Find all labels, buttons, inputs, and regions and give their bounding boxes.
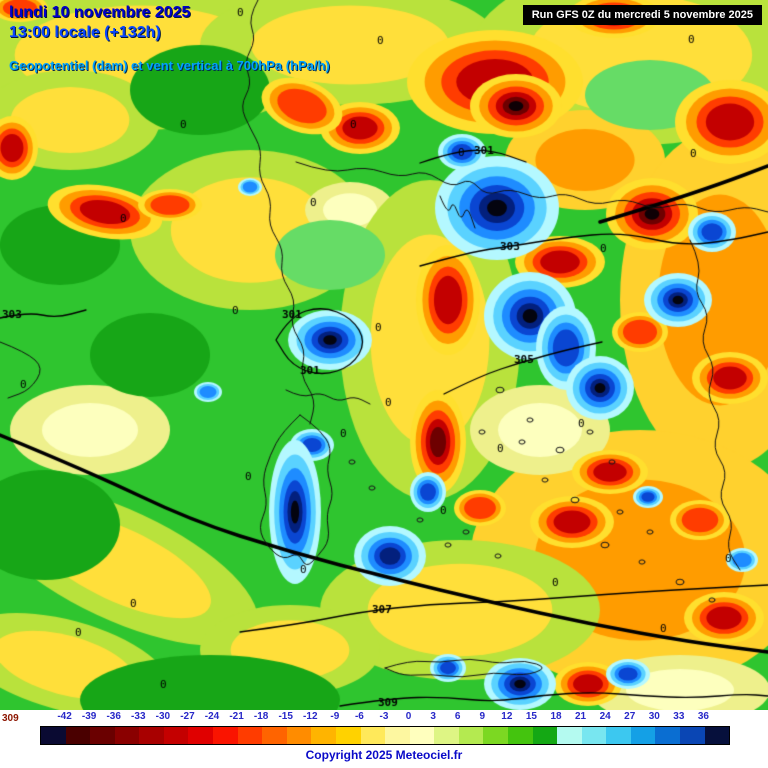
colorbar-segment (557, 727, 582, 744)
colorbar-tick: -39 (81, 711, 97, 722)
run-info-label: Run GFS 0Z du mercredi 5 novembre 2025 (522, 5, 762, 25)
colorbar-ticks: -42 -39 -36 -33 -30 -27 -24 -21 -18 -15 -12 -9 -6 -3 0… (0, 711, 768, 724)
colorbar-segment (213, 727, 238, 744)
colorbar-segment (65, 727, 91, 744)
colorbar-tick: -27 (180, 711, 195, 722)
colorbar-tick: -24 (204, 711, 220, 722)
colorbar-tick: -36 (106, 711, 121, 722)
colorbar-segment (139, 727, 164, 744)
colorbar-segment (90, 727, 115, 744)
contour-edge-label: 309 (2, 713, 19, 724)
colorbar-segment (262, 727, 287, 744)
colorbar-segment (286, 727, 312, 744)
colorbar-tick: -18 (253, 711, 269, 722)
colorbar-tick: -42 (57, 711, 72, 722)
colorbar-tick: -15 (278, 711, 293, 722)
colorbar-segment (532, 727, 558, 744)
colorbar (40, 726, 730, 745)
colorbar-tick: 9 (479, 711, 486, 722)
colorbar-tick: -9 (330, 711, 340, 722)
colorbar-segment (237, 727, 263, 744)
colorbar-segment (41, 727, 66, 744)
colorbar-segment (409, 727, 435, 744)
colorbar-strip: 309 -42 -39 -36 -33 -30 -27 -24 -21 -18 -15 -12 -9-… (0, 710, 768, 768)
colorbar-tick: 33 (673, 711, 685, 722)
colorbar-tick: 3 (430, 711, 436, 722)
colorbar-tick: -30 (155, 711, 171, 722)
colorbar-tick: 21 (575, 711, 587, 722)
colorbar-tick: 30 (648, 711, 660, 722)
colorbar-tick: -21 (229, 711, 244, 722)
colorbar-segment (114, 727, 140, 744)
colorbar-tick: 6 (454, 711, 461, 722)
colorbar-tick: 12 (501, 711, 513, 722)
colorbar-tick: -12 (303, 711, 318, 722)
colorbar-segment (483, 727, 508, 744)
colorbar-segment (507, 727, 533, 744)
colorbar-tick: 36 (697, 711, 709, 722)
colorbar-tick: 24 (599, 711, 611, 722)
colorbar-segment (630, 727, 656, 744)
copyright-label: Copyright 2025 Meteociel.fr (305, 748, 463, 762)
colorbar-segment (704, 727, 730, 744)
colorbar-segment (458, 727, 484, 744)
colorbar-tick: 15 (525, 711, 537, 722)
colorbar-tick: -33 (131, 711, 146, 722)
colorbar-segment (360, 727, 386, 744)
colorbar-segment (655, 727, 681, 744)
colorbar-segment (680, 727, 705, 744)
colorbar-tick: -6 (354, 711, 364, 722)
colorbar-segment (311, 727, 336, 744)
colorbar-tick: -3 (379, 711, 389, 722)
colorbar-tick: 27 (624, 711, 636, 722)
colorbar-segment (335, 727, 361, 744)
colorbar-segment (434, 727, 459, 744)
colorbar-tick: 18 (550, 711, 562, 722)
colorbar-segment (606, 727, 631, 744)
weather-map[interactable] (0, 0, 768, 710)
colorbar-segment (188, 727, 214, 744)
colorbar-tick: 0 (405, 711, 412, 722)
colorbar-segment (163, 727, 189, 744)
colorbar-segment (385, 727, 410, 744)
colorbar-segment (581, 727, 607, 744)
